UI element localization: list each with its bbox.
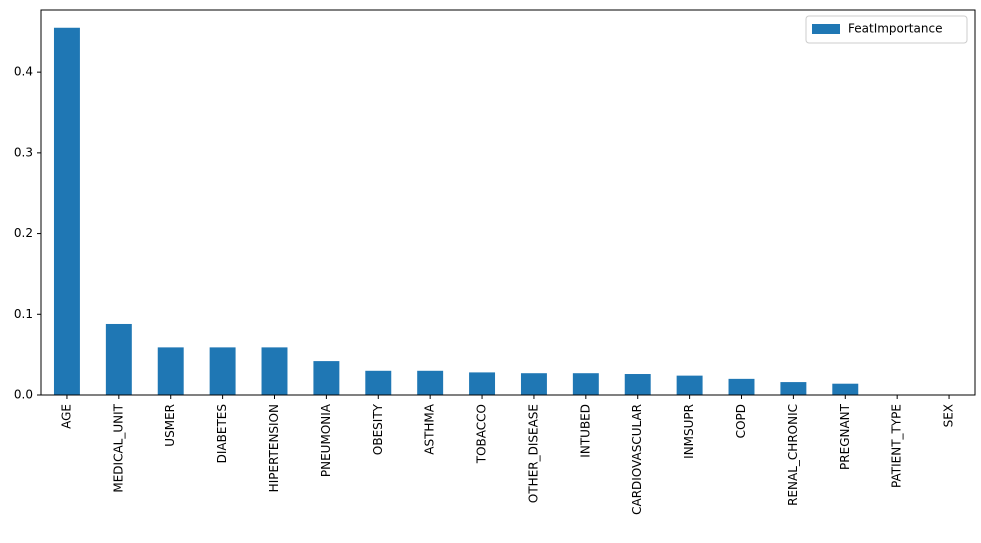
y-tick-label: 0.2 [14,226,33,240]
y-tick-label: 0.3 [14,145,33,159]
bar [261,347,288,395]
x-tick-label: AGE [59,404,73,429]
y-tick-label: 0.1 [14,307,33,321]
bar [624,374,651,395]
bar [313,361,340,395]
bar [417,370,444,395]
bar [780,382,807,395]
x-tick-label: OBESITY [371,403,385,455]
bar [520,373,547,395]
bar [105,323,132,395]
plot-frame [40,9,976,396]
x-tick-label: MEDICAL_UNIT [111,403,125,492]
x-tick-label: HIPERTENSION [267,404,281,492]
x-tick-label: COPD [734,404,748,438]
x-tick-label: SEX [942,404,956,427]
x-tick-label: OTHER_DISEASE [526,404,540,503]
bar [53,27,80,396]
x-tick-label: PREGNANT [838,403,852,470]
x-tick-label: TOBACCO [475,404,489,464]
x-tick-label: ASTHMA [423,403,437,455]
y-tick-label: 0.4 [14,65,33,79]
bar [365,370,392,395]
bar [832,383,859,395]
x-tick-label: INMSUPR [682,404,696,459]
bar [469,372,496,395]
legend-label: FeatImportance [848,22,942,36]
bar [676,375,703,395]
x-tick-label: PNEUMONIA [319,403,333,477]
x-tick-label: USMER [163,404,177,447]
bar [572,373,599,395]
x-tick-label: DIABETES [215,404,229,463]
legend-box [805,15,968,44]
bar [728,378,755,395]
bar [209,347,236,395]
x-tick-label: PATIENT_TYPE [890,404,904,488]
y-tick-label: 0.0 [14,388,33,402]
x-tick-label: INTUBED [578,404,592,458]
x-tick-label: CARDIOVASCULAR [630,404,644,515]
legend-swatch [812,24,840,34]
bar [157,347,184,395]
x-tick-label: RENAL_CHRONIC [786,404,800,506]
